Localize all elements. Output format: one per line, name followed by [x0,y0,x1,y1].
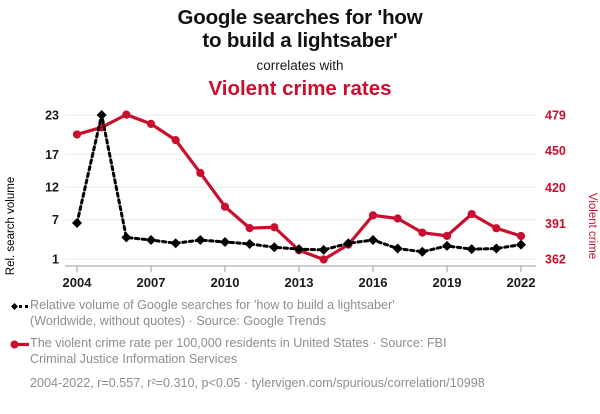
search-volume-point [146,235,156,246]
legend-crime-line2: Criminal Justice Information Services [30,351,238,366]
violent-crime-point [442,231,452,240]
left-axis-title: Rel. search volume [5,177,17,275]
title-line-1: Google searches for 'how [177,6,423,29]
legend-search-line1: Relative volume of Google searches for '… [30,298,395,312]
violent-crime-point [220,202,230,211]
x-axis-ticklabels: 2004 2007 2010 2013 2016 2019 2022 [63,275,536,290]
search-volume-point [442,240,452,251]
search-volume-point [343,238,354,249]
right-tick-label: 450 [545,144,566,158]
right-axis-title: Violent crime [586,193,598,259]
right-tick-label: 391 [545,217,566,231]
violent-crime-point [146,119,156,128]
title-line-2: to build a lightsaber' [202,29,398,52]
red-circle-line-icon [4,337,30,352]
search-volume-series [72,110,526,257]
right-tick-label: 362 [545,253,566,267]
search-volume-point [491,243,502,254]
search-volume-point [294,244,304,255]
violent-crime-point [171,136,180,145]
x-tick-label: 2013 [285,275,314,290]
right-axis-ticklabels: 362 391 420 450 479 [545,109,566,267]
correlation-chart: 1 7 12 17 23 362 391 420 450 479 2004 2007 2010 201… [0,100,600,295]
search-volume-point [121,232,132,243]
violent-crime-point [516,231,526,241]
right-tick-label: 479 [545,109,566,123]
left-tick-label: 17 [45,148,59,162]
search-volume-point [466,244,477,255]
search-volume-point [72,218,82,228]
legend-label-search-volume: Relative volume of Google searches for '… [30,298,395,329]
search-volume-point [392,243,403,254]
search-volume-point [516,239,526,250]
legend-item-violent-crime: The violent crime rate per 100,000 resid… [0,336,600,367]
x-tick-label: 2022 [507,275,536,290]
legend-item-search-volume: Relative volume of Google searches for '… [0,298,600,329]
title-connector: correlates with [256,58,344,73]
search-volume-point [220,236,230,247]
violent-crime-point [368,211,378,220]
violent-crime-point [492,224,501,233]
search-volume-point [195,235,206,246]
left-tick-label: 7 [52,213,59,227]
chart-title-block: Google searches for 'how to build a ligh… [0,6,600,101]
search-volume-point [368,235,378,246]
search-volume-point [318,244,329,255]
left-tick-label: 23 [45,109,59,123]
violent-crime-point [467,209,476,219]
violent-crime-point [122,110,131,119]
x-tick-label: 2016 [359,275,388,290]
violent-crime-point [319,255,328,264]
gridlines-group [65,114,536,260]
black-diamond-dotted-icon [4,299,30,314]
violent-crime-point [245,224,254,233]
x-tick-label: 2004 [63,275,93,290]
page-title: Google searches for 'how to build a ligh… [0,6,600,52]
x-axis-group [65,265,536,272]
search-volume-point [269,242,280,253]
right-tick-label: 420 [545,181,566,195]
chart-footer: Relative volume of Google searches for '… [0,298,600,392]
violent-crime-point [196,168,205,178]
x-tick-label: 2010 [211,275,240,290]
search-volume-point [96,110,107,120]
left-tick-label: 1 [52,253,59,267]
x-tick-label: 2007 [137,275,166,290]
legend-search-line2: (Worldwide, without quotes) · Source: Go… [30,313,326,328]
correlation-stats-note: 2004-2022, r=0.557, r²=0.310, p<0.05 · t… [30,376,485,390]
legend-label-violent-crime: The violent crime rate per 100,000 resid… [30,336,447,367]
violent-crime-point [270,223,279,232]
search-volume-point [170,238,181,249]
x-tick-label: 2019 [433,275,462,290]
search-volume-point [417,246,428,257]
legend-crime-line1: The violent crime rate per 100,000 resid… [30,336,447,350]
left-tick-label: 12 [45,181,59,195]
title-second-variable: Violent crime rates [208,77,392,100]
violent-crime-point [418,228,427,237]
violent-crime-point [72,130,82,139]
violent-crime-point [393,214,402,223]
search-volume-point [244,238,255,249]
